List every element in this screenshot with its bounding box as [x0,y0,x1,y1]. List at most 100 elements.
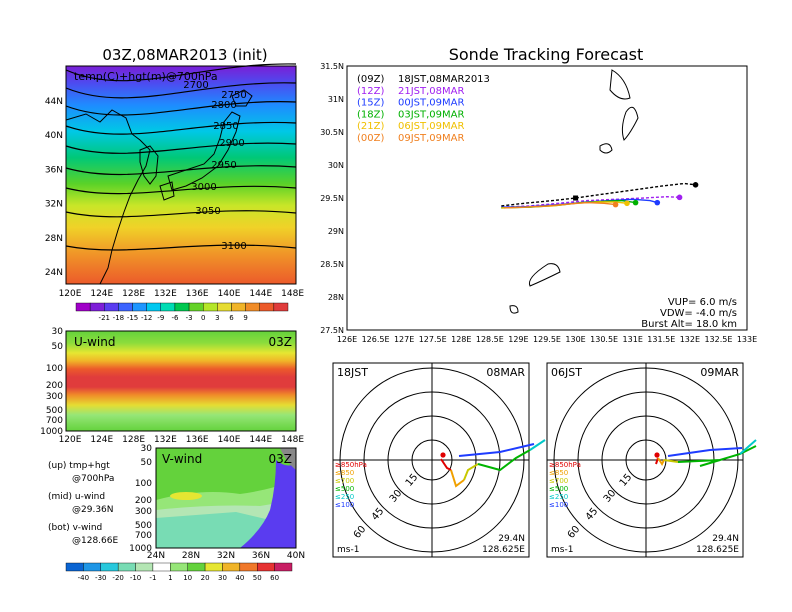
pressure-tick-label: 500 [46,406,63,416]
colorbar-label: 30 [218,574,227,582]
lat-tick-label: 40N [287,551,305,561]
legend-text: 09JST,09MAR [398,133,465,144]
pressure-tick-label: 100 [135,479,152,489]
lat-tick-label: 30.5N [320,128,344,137]
surface-point [654,452,660,458]
height-contour [65,121,297,135]
hodograph-legend-item: ≥850hPa [549,461,581,469]
hodograph-trace [657,457,665,466]
hodograph-unit: ms-1 [551,545,573,555]
colorbar-swatch [274,562,293,572]
colorbar-label: 0 [201,314,205,322]
colorbar-label: -6 [171,314,179,322]
uwind-title: U-wind [74,335,115,349]
hodograph-lon: 128.625E [482,545,525,555]
coast-segment [139,145,159,185]
hodograph-legend-item: ≤700 [335,477,354,485]
hodograph-trace [667,447,743,457]
colorbar-swatch [239,562,258,572]
colorbar-label: -30 [95,574,106,582]
lon-tick-label: 136E [186,289,209,299]
hodograph-date: 08MAR [486,366,525,379]
pressure-tick-label: 1000 [40,427,63,437]
height-contour [65,101,297,116]
wind-colorbar: -40 -30 -20 -10 -1 1 10 20 30 40 50 60 [65,562,293,582]
hodograph-trace [463,463,479,481]
tracking-chart [346,65,748,331]
lat-tick-label: 40N [45,131,63,141]
track-series [501,182,699,209]
colorbar-swatch [222,562,241,572]
lon-tick-label: 132.5E [704,335,732,344]
contour-label: 3050 [195,206,220,217]
island [509,305,519,314]
island [609,69,631,100]
hodograph-legend-item: ≤100 [549,501,568,509]
lon-tick-label: 131E [623,335,643,344]
colorbar-swatch [187,562,206,572]
hodograph-trace [450,469,465,488]
lon-tick-label: 120E [59,435,82,445]
hodograph-lon: 128.625E [696,545,739,555]
lon-tick-label: 131.5E [647,335,675,344]
lon-tick-label: 126.5E [362,335,390,344]
coastline [65,89,253,285]
lon-tick-label: 144E [249,289,272,299]
lon-tick-label: 128E [122,289,145,299]
colorbar-swatch [257,562,275,572]
contour-label: 2700 [183,80,208,91]
coastline [509,69,639,314]
lon-tick-label: 129.5E [533,335,561,344]
lat-tick-label: 36N [45,165,63,175]
colorbar-swatch [174,302,190,312]
pressure-tick-label: 50 [141,458,153,468]
lon-tick-label: 140E [218,435,241,445]
vwind-panel: V-wind 03Z [155,447,297,549]
legend-code: (18Z) [357,109,384,120]
colorbar-label: -12 [141,314,152,322]
colorbar-label: -15 [127,314,138,322]
height-contours [65,63,297,251]
note-label: (mid) u-wind [48,492,105,502]
uwind-panel: U-wind 03Z [65,330,297,432]
track-endpoint [632,199,639,206]
colorbar-swatch [75,302,91,312]
track-line [504,201,616,209]
colorbar-label: 9 [243,314,247,322]
lon-tick-label: 120E [59,289,82,299]
contour-label: 2950 [211,160,236,171]
track-endpoint [654,199,661,206]
colorbar-label: 10 [183,574,192,582]
colorbar-swatch [259,302,275,312]
pressure-tick-label: 700 [135,531,152,541]
coast-segment [159,181,175,201]
colorbar-swatch [245,302,260,312]
note-label: (bot) v-wind [48,523,102,533]
colorbar-swatch [132,302,147,312]
temperature-colorbar: -21 -18 -15 -12 -9 -6 -3 0 3 6 9 [75,302,289,322]
island [528,263,561,287]
contour-label: 2750 [221,90,246,101]
colorbar-swatch [152,562,171,572]
coast-segment [231,89,253,107]
hodograph-date: 09MAR [700,366,739,379]
hodograph-trace [458,443,535,457]
legend-code: (12Z) [357,86,384,97]
pressure-tick-label: 200 [46,381,63,391]
lon-tick-label: 128E [122,435,145,445]
pressure-tick-label: 200 [135,496,152,506]
pressure-tick-label: 300 [135,507,152,517]
height-contour [65,82,297,99]
hodograph-legend-item: ≤700 [549,477,568,485]
lat-tick-label: 29.5N [320,194,344,203]
colorbar-label: 20 [201,574,210,582]
legend-text: 21JST,08MAR [398,86,465,97]
height-contour [65,142,297,154]
colorbar-swatch [117,562,136,572]
note-label: (up) tmp+hgt [48,461,110,471]
hodograph-time: 18JST [337,366,368,379]
colorbar-label: -1 [149,574,156,582]
coast-segment [65,109,151,285]
colorbar-label: -20 [112,574,123,582]
